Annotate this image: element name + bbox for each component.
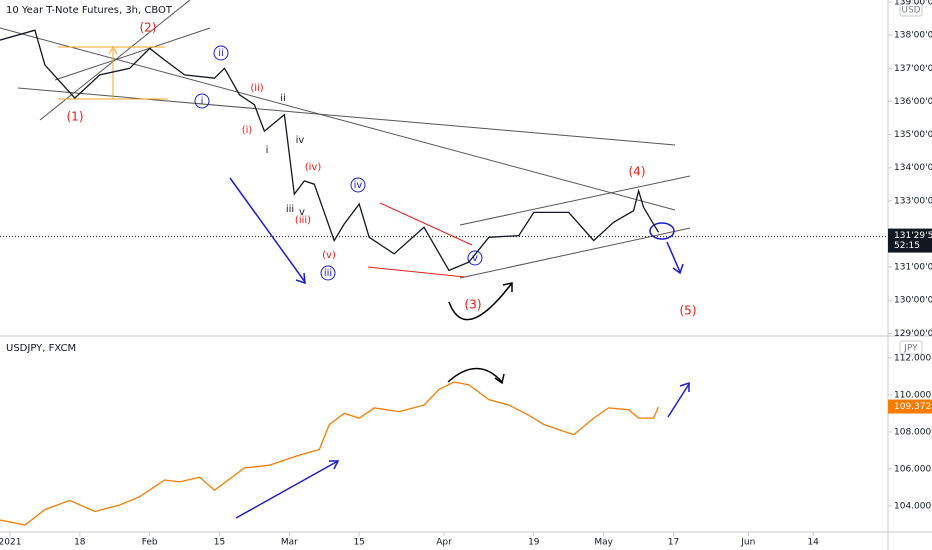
y-tick-label: 104.000 (894, 501, 931, 511)
y-tick-label: 112.000 (894, 353, 931, 363)
countdown: 52:15 (894, 241, 920, 251)
trend-line (54, 27, 211, 81)
arrow-head (502, 282, 513, 292)
wave-circle (213, 45, 229, 61)
wave-label: iv (296, 135, 305, 146)
curved-arrow (447, 367, 503, 383)
y-tick-label: 133'00'0 (894, 196, 932, 206)
last-price-label: 109.372 (894, 402, 931, 412)
arrow (235, 460, 339, 519)
last-price-box (888, 399, 932, 414)
wedge-line (379, 202, 473, 246)
currency-badge (899, 340, 923, 355)
wedge-line (367, 266, 466, 278)
price-line (0, 29, 660, 272)
y-tick-label: 138'00'0 (894, 31, 932, 41)
x-tick-label: May (594, 538, 613, 548)
x-tick-label: 18 (74, 538, 86, 548)
arrow-head (329, 460, 340, 470)
x-tick-label: 19 (528, 538, 540, 548)
wave-label: (4) (629, 165, 646, 179)
arrow (229, 177, 306, 283)
wave-label: iii (324, 268, 332, 279)
wave-label: ii (218, 48, 224, 59)
arrow (666, 241, 681, 273)
wave-label: (v) (322, 250, 336, 261)
currency-badge (899, 2, 923, 17)
y-tick-label: 106.000 (894, 464, 931, 474)
x-tick-label: 17 (668, 538, 679, 548)
wave-circle (320, 265, 336, 281)
y-tick-label: 137'00'0 (894, 64, 932, 74)
y-tick-label: 136'00'0 (894, 97, 932, 107)
y-tick-label: 131'00'0 (894, 263, 932, 273)
wave-label: i (266, 145, 269, 156)
y-tick-label: 130'00'0 (894, 296, 932, 306)
wave-label: (2) (140, 21, 157, 35)
x-tick-label: 14 (807, 538, 819, 548)
x-tick-label: 15 (214, 538, 225, 548)
wave-label: (5) (680, 304, 697, 318)
chart-title: 10 Year T-Note Futures, 3h, CBOT (6, 5, 173, 16)
trend-line (17, 87, 676, 146)
wave-circle (194, 93, 210, 109)
wave-circle (467, 250, 483, 266)
currency: JPY (903, 344, 918, 354)
y-tick-label: 108.000 (894, 427, 931, 437)
last-price-box (888, 228, 932, 253)
chart-title: USDJPY, FXCM (6, 343, 76, 354)
wave-label: iii (286, 204, 294, 215)
wave-label: (3) (465, 298, 482, 312)
wave-label: v (299, 207, 305, 218)
highlight-circle (649, 222, 675, 240)
annotations: (1) (2) (3) (4) (5) i ii iii iv v (i) (i… (67, 21, 697, 318)
arrow-head (295, 272, 306, 285)
wave-label: v (472, 253, 478, 264)
x-tick-label: 2021 (0, 538, 21, 548)
curved-arrow (448, 282, 513, 321)
wave-label: (iii) (295, 215, 311, 226)
arrow-head (494, 373, 505, 385)
wave-label: ii (280, 93, 286, 104)
wave-label: iv (354, 180, 363, 191)
y-tick-label: 129'00'0 (894, 329, 932, 339)
wave-label: i (201, 96, 204, 107)
wave-circles (194, 45, 483, 281)
x-tick-label: Mar (281, 538, 298, 548)
trend-line (459, 175, 691, 226)
price-line (0, 381, 660, 526)
wave-label: (i) (242, 125, 253, 136)
wave-circle (350, 177, 366, 193)
x-tick-label: 15 (353, 538, 364, 548)
fib-arrow-head (108, 45, 118, 55)
wave-label: (ii) (250, 83, 263, 94)
y-tick-label: 134'00'0 (894, 163, 932, 173)
wave-label: (iv) (305, 162, 322, 173)
last-price-label: 131'29'5 (894, 231, 932, 241)
y-tick-label: 110.000 (894, 390, 931, 400)
arrow-head (679, 381, 690, 392)
currency: USD (901, 6, 920, 16)
arrow (667, 383, 690, 418)
wave-label: (1) (67, 110, 84, 124)
drawings (0, 0, 691, 519)
x-tick-label: Feb (142, 538, 158, 548)
y-tick-label: 135'00'0 (894, 130, 932, 140)
y-tick-label: 139'00'0 (894, 0, 932, 7)
x-tick-label: Apr (436, 538, 452, 548)
arrow-head (672, 263, 684, 275)
x-tick-label: Jun (740, 538, 755, 548)
